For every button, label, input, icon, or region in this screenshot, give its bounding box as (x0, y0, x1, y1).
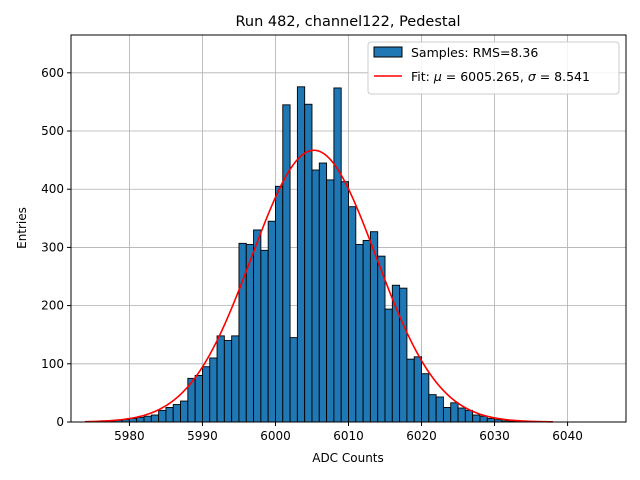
histogram-bar (165, 407, 174, 423)
x-tick-label: 6010 (333, 429, 364, 443)
histogram-bar (435, 396, 444, 423)
histogram-bar (399, 287, 408, 423)
histogram-bar (267, 220, 276, 423)
histogram-bar (333, 87, 342, 423)
histogram-bar (428, 394, 437, 423)
histogram-bar (377, 255, 386, 423)
histogram-bars (85, 86, 532, 423)
histogram-bar (172, 404, 181, 423)
y-axis-ticks: 0 100 200 300 400 500 600 (41, 66, 71, 429)
histogram-bar (450, 402, 459, 423)
histogram-bar (158, 409, 167, 423)
legend-box (367, 41, 620, 95)
y-tick-label: 200 (41, 299, 64, 313)
histogram-bar (348, 206, 357, 423)
histogram-bar (231, 335, 240, 423)
y-tick-label: 100 (41, 357, 64, 371)
histogram-bar (150, 414, 160, 423)
legend-sigma-value: = 8.541 (536, 69, 590, 84)
legend-histogram-label: Samples: RMS=8.36 (411, 45, 538, 60)
histogram-bar (479, 415, 488, 423)
histogram-bar (223, 340, 233, 423)
histogram-bar (180, 400, 189, 423)
legend-histogram-swatch (373, 46, 403, 58)
x-axis-ticks: 5980 5990 6000 6010 6020 6030 6040 (114, 422, 583, 443)
fit-curve-layer (85, 149, 553, 423)
histogram-bar (442, 407, 452, 423)
histogram-bar (275, 185, 284, 423)
histogram-bar (201, 366, 211, 423)
y-tick-label: 500 (41, 124, 64, 138)
histogram-bar (282, 104, 291, 423)
gaussian-fit-curve (85, 149, 553, 423)
legend-fit-label: Fit: μ = 6005.265, σ = 8.541 (411, 69, 590, 84)
x-tick-label: 6030 (479, 429, 510, 443)
histogram-bar (209, 357, 218, 423)
legend-mu-value: = 6005.265, (442, 69, 528, 84)
histogram-bar (362, 239, 371, 423)
y-tick-label: 600 (41, 66, 64, 80)
histogram-bar (464, 409, 474, 423)
y-axis-label: Entries (15, 207, 29, 249)
y-tick-label: 400 (41, 182, 64, 196)
y-tick-label: 0 (56, 415, 64, 429)
histogram-bar (136, 416, 145, 423)
chart-title: Run 482, channel122, Pedestal (235, 14, 460, 30)
legend: Samples: RMS=8.36 Fit: μ = 6005.265, σ =… (367, 41, 620, 95)
histogram-bar (289, 337, 298, 423)
histogram-bar (413, 356, 422, 423)
histogram-bar (355, 244, 364, 423)
x-tick-label: 5990 (187, 429, 218, 443)
x-tick-label: 5980 (114, 429, 145, 443)
histogram-bar (318, 162, 328, 423)
histogram-bar (326, 179, 335, 423)
histogram-bar (384, 308, 393, 423)
legend-sigma-symbol: σ (528, 69, 537, 84)
histogram-bar (421, 373, 430, 423)
histogram-bar (406, 358, 415, 423)
histogram-bar (194, 374, 203, 423)
histogram-bar (143, 415, 152, 423)
histogram-bar (260, 249, 269, 423)
histogram-bar (472, 414, 481, 423)
x-tick-label: 6000 (260, 429, 291, 443)
legend-mu-symbol: μ (433, 69, 442, 84)
histogram-bar (296, 86, 306, 423)
y-tick-label: 300 (41, 240, 64, 254)
histogram-bar (216, 335, 225, 423)
legend-fit-prefix: Fit: (411, 69, 434, 84)
histogram-bar (457, 407, 466, 423)
x-tick-label: 6020 (406, 429, 437, 443)
histogram-bar (311, 169, 320, 423)
histogram-bar (238, 242, 247, 423)
x-axis-label: ADC Counts (312, 451, 384, 465)
histogram-bar (340, 181, 349, 423)
histogram-bar (486, 418, 496, 423)
histogram-bar (245, 244, 255, 423)
histogram-bar (253, 229, 262, 423)
x-tick-label: 6040 (552, 429, 583, 443)
